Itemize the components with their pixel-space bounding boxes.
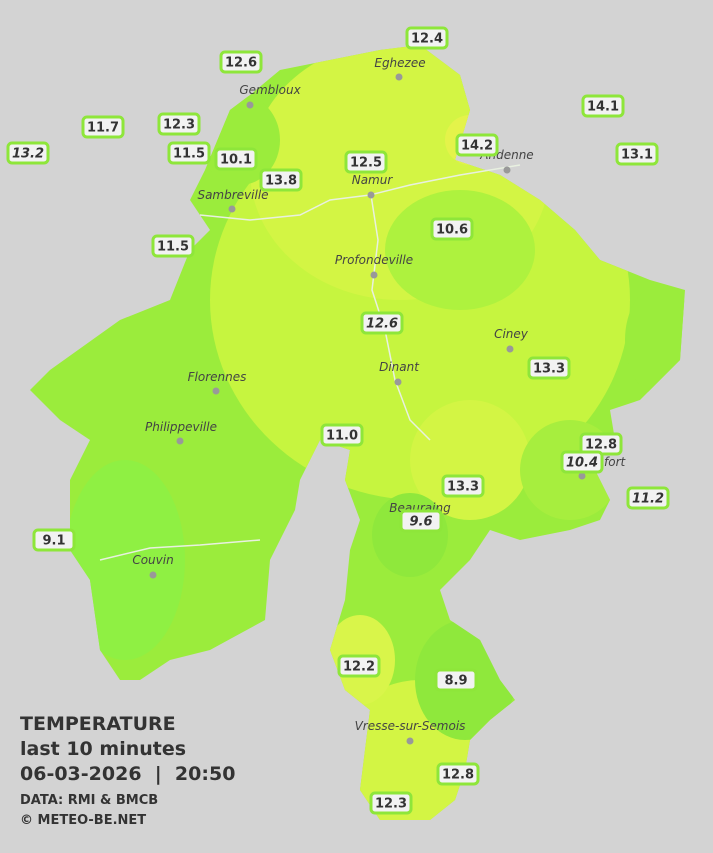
info-copyright: © METEO-BE.NET bbox=[20, 813, 146, 828]
city-label: Vresse-sur-Semois bbox=[355, 719, 466, 733]
city-label: Ciney bbox=[494, 327, 529, 341]
city-dot bbox=[370, 271, 378, 279]
city-dot bbox=[246, 101, 254, 109]
station-box bbox=[405, 26, 449, 50]
info-title: TEMPERATURE bbox=[20, 713, 176, 735]
station-box bbox=[81, 115, 125, 139]
station-box bbox=[32, 528, 76, 552]
station-box bbox=[360, 311, 404, 335]
station-value: 11.5 bbox=[157, 240, 189, 255]
station-value: 10.1 bbox=[220, 153, 252, 168]
station-box bbox=[259, 168, 303, 192]
city-dot bbox=[578, 472, 586, 480]
station-box bbox=[560, 450, 604, 474]
station-value: 13.3 bbox=[533, 362, 565, 377]
city-dot bbox=[176, 437, 184, 445]
info-period: last 10 minutes bbox=[20, 738, 186, 760]
station-box bbox=[219, 50, 263, 74]
station-box bbox=[320, 423, 364, 447]
city-label: Eghezee bbox=[374, 56, 425, 70]
station-value: 14.2 bbox=[461, 139, 493, 154]
station-value: 9.6 bbox=[409, 515, 432, 530]
station-value: 11.5 bbox=[173, 147, 205, 162]
cities: EghezeeGemblouxAndenneNamurSambrevillePr… bbox=[132, 56, 627, 745]
city-dot bbox=[228, 205, 236, 213]
station-value: 12.6 bbox=[225, 56, 257, 71]
station-value: 14.1 bbox=[587, 100, 619, 115]
station-box bbox=[344, 150, 388, 174]
station-value: 11.2 bbox=[632, 492, 664, 507]
station-box bbox=[369, 791, 413, 815]
station-box bbox=[157, 112, 201, 136]
station-value: 13.8 bbox=[265, 174, 297, 189]
station-value: 10.4 bbox=[566, 456, 598, 471]
station-box bbox=[626, 486, 670, 510]
station-box bbox=[455, 133, 499, 157]
station-value: 10.6 bbox=[436, 223, 468, 238]
river bbox=[99, 539, 261, 561]
station-value: 13.1 bbox=[621, 148, 653, 163]
city-dot bbox=[394, 378, 402, 386]
stations: 12.4 12.6 14.1 11.7 12.3 14.2 13.2 11.5 10.1 12.5… bbox=[6, 26, 670, 815]
station-value: 12.6 bbox=[366, 317, 398, 332]
station-box bbox=[615, 142, 659, 166]
city-label: Couvin bbox=[132, 553, 173, 567]
city-dot bbox=[149, 571, 157, 579]
station-value: 12.8 bbox=[442, 768, 474, 783]
city-label: Profondeville bbox=[335, 253, 413, 267]
station-box bbox=[434, 668, 478, 692]
station-value: 13.2 bbox=[12, 147, 44, 162]
station-box bbox=[436, 762, 480, 786]
station-box bbox=[214, 147, 258, 171]
station-box bbox=[527, 356, 571, 380]
city-label: Philippeville bbox=[145, 420, 217, 434]
station-value: 11.0 bbox=[326, 429, 358, 444]
city-label: Dinant bbox=[379, 360, 420, 374]
station-value: 8.9 bbox=[444, 674, 467, 689]
city-label: Gembloux bbox=[239, 83, 301, 97]
city-label: Florennes bbox=[188, 370, 247, 384]
city-dot bbox=[395, 73, 403, 81]
city-dot bbox=[367, 191, 375, 199]
station-value: 12.2 bbox=[343, 660, 375, 675]
city-dot bbox=[212, 387, 220, 395]
station-box bbox=[151, 234, 195, 258]
station-box bbox=[399, 509, 443, 533]
city-label: Sambreville bbox=[197, 188, 268, 202]
station-value: 12.8 bbox=[585, 438, 617, 453]
station-value: 12.3 bbox=[375, 797, 407, 812]
station-value: 12.5 bbox=[350, 156, 382, 171]
info-datetime: 06-03-2026 | 20:50 bbox=[20, 763, 235, 785]
city-dot bbox=[503, 166, 511, 174]
station-value: 12.3 bbox=[163, 118, 195, 133]
station-value: 9.1 bbox=[42, 534, 65, 549]
station-box bbox=[6, 141, 50, 165]
city-dot bbox=[406, 737, 414, 745]
river bbox=[199, 164, 521, 221]
station-value: 13.3 bbox=[447, 480, 479, 495]
station-value: 12.4 bbox=[411, 32, 443, 47]
station-box bbox=[430, 217, 474, 241]
station-box bbox=[167, 141, 211, 165]
station-box bbox=[581, 94, 625, 118]
station-box bbox=[337, 654, 381, 678]
city-label: Namur bbox=[352, 173, 394, 187]
city-dot bbox=[506, 345, 514, 353]
station-box bbox=[441, 474, 485, 498]
station-value: 11.7 bbox=[87, 121, 119, 136]
info-source: DATA: RMI & BMCB bbox=[20, 793, 158, 808]
